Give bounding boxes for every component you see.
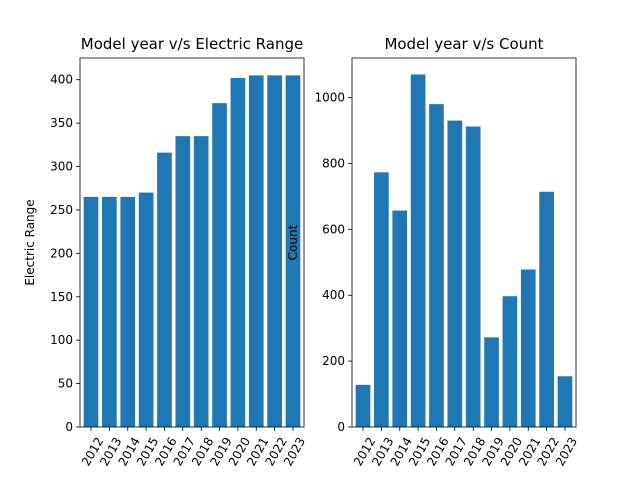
y-tick-label: 200 (322, 354, 345, 368)
y-tick-label: 1000 (314, 91, 345, 105)
y-tick-label: 0 (65, 420, 73, 434)
bar-2023 (285, 75, 301, 427)
bar-2021 (248, 75, 264, 427)
bar-2014 (120, 196, 136, 427)
chart-panel-1: 0501001502002503003504002012201320142015… (23, 35, 308, 468)
bar-2017 (447, 120, 463, 428)
y-tick-label: 200 (50, 246, 73, 260)
y-tick-label: 800 (322, 156, 345, 170)
bar-2016 (429, 104, 444, 427)
bar-2013 (102, 196, 117, 427)
bar-2014 (392, 210, 408, 427)
chart-title: Model year v/s Electric Range (81, 35, 303, 53)
y-tick-label: 150 (50, 290, 73, 304)
bar-2018 (193, 136, 209, 427)
y-tick-label: 250 (50, 203, 73, 217)
chart-title: Model year v/s Count (384, 35, 543, 53)
chart-panel-2: 0200400600800100020122013201420152016201… (286, 35, 580, 468)
bar-2019 (484, 337, 499, 427)
y-axis-label: Electric Range (23, 199, 37, 285)
bar-2023 (557, 376, 573, 427)
bar-2015 (410, 74, 426, 428)
bar-2018 (465, 126, 481, 428)
bar-2017 (175, 136, 191, 427)
axes-frame (79, 57, 305, 428)
y-tick-label: 100 (50, 333, 73, 347)
y-tick-label: 400 (322, 288, 345, 302)
y-axis-label: Count (286, 224, 300, 260)
bar-2019 (212, 103, 227, 428)
bar-2022 (267, 75, 282, 427)
bar-2020 (230, 77, 246, 427)
bar-2015 (138, 192, 154, 427)
bar-2013 (374, 172, 389, 427)
y-tick-label: 600 (322, 222, 345, 236)
y-tick-label: 0 (337, 420, 345, 434)
bar-2021 (520, 269, 536, 427)
bar-2016 (157, 152, 172, 428)
bar-2022 (539, 191, 554, 427)
y-tick-label: 50 (58, 377, 73, 391)
bar-2012 (355, 384, 371, 427)
axes-frame (351, 57, 577, 428)
bar-2020 (502, 296, 518, 427)
y-tick-label: 300 (50, 160, 73, 174)
bar-2012 (83, 196, 99, 427)
y-tick-label: 350 (50, 116, 73, 130)
y-tick-label: 400 (50, 73, 73, 87)
